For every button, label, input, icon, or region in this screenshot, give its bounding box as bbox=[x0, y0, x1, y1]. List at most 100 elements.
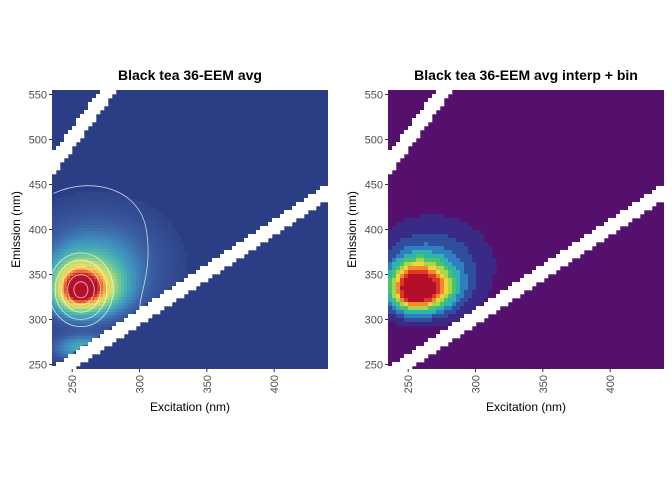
scatter-band-cell bbox=[648, 198, 653, 203]
scatter-band-cell bbox=[580, 246, 585, 251]
heatmap-cell bbox=[127, 291, 131, 295]
heatmap-cell bbox=[70, 222, 74, 226]
scatter-band-cell bbox=[448, 338, 453, 343]
heatmap-cell bbox=[76, 318, 80, 322]
scatter-band-cell bbox=[196, 274, 201, 279]
heatmap-cell bbox=[133, 201, 137, 205]
scatter-band-cell bbox=[428, 350, 433, 355]
heatmap-cell bbox=[444, 246, 449, 251]
heatmap-cell bbox=[166, 237, 170, 241]
heatmap-cell bbox=[148, 267, 152, 271]
heatmap-cell bbox=[432, 262, 437, 267]
scatter-band-cell bbox=[552, 262, 557, 267]
heatmap-cell bbox=[388, 246, 393, 251]
heatmap-cell bbox=[408, 318, 413, 323]
heatmap-cell bbox=[392, 294, 397, 299]
heatmap-cell bbox=[79, 204, 83, 208]
scatter-band-cell bbox=[104, 330, 109, 335]
scatter-band-cell bbox=[432, 110, 437, 115]
heatmap-cell bbox=[109, 282, 113, 286]
heatmap-cell bbox=[163, 219, 167, 223]
heatmap-cell bbox=[424, 294, 429, 299]
heatmap-cell bbox=[452, 246, 457, 251]
heatmap-cell bbox=[436, 238, 441, 243]
heatmap-cell bbox=[112, 207, 116, 211]
scatter-band-cell bbox=[424, 350, 429, 355]
scatter-band-cell bbox=[152, 306, 157, 311]
heatmap-cell bbox=[58, 249, 62, 253]
heatmap-cell bbox=[109, 279, 113, 283]
heatmap-cell bbox=[388, 310, 393, 315]
scatter-band-cell bbox=[80, 122, 85, 127]
heatmap-cell bbox=[142, 279, 146, 283]
heatmap-cell bbox=[154, 288, 158, 292]
heatmap-cell bbox=[85, 318, 89, 322]
heatmap-cell bbox=[184, 261, 188, 265]
scatter-band-cell bbox=[388, 170, 393, 175]
heatmap-cell bbox=[109, 318, 113, 322]
heatmap-cell bbox=[103, 324, 107, 328]
heatmap-cell bbox=[444, 262, 449, 267]
scatter-band-cell bbox=[396, 366, 401, 371]
heatmap-cell bbox=[412, 270, 417, 275]
heatmap-cell bbox=[408, 246, 413, 251]
heatmap-cell bbox=[106, 312, 110, 316]
heatmap-cell bbox=[70, 297, 74, 301]
scatter-band-cell bbox=[96, 106, 101, 111]
heatmap-cell bbox=[115, 201, 119, 205]
heatmap-cell bbox=[82, 267, 86, 271]
heatmap-cell bbox=[444, 314, 449, 319]
heatmap-cell bbox=[61, 240, 65, 244]
scatter-band-cell bbox=[172, 290, 177, 295]
heatmap-cell bbox=[436, 254, 441, 259]
x-tick-label: 300 bbox=[135, 375, 147, 393]
heatmap-cell bbox=[58, 321, 62, 325]
heatmap-cell bbox=[468, 270, 473, 275]
heatmap-cell bbox=[76, 321, 80, 325]
scatter-band-cell bbox=[132, 314, 137, 319]
heatmap-cell bbox=[464, 306, 469, 311]
heatmap-cell bbox=[408, 282, 413, 287]
heatmap-cell bbox=[432, 258, 437, 263]
heatmap-cell bbox=[127, 249, 131, 253]
heatmap-cell bbox=[106, 210, 110, 214]
heatmap-cell bbox=[404, 274, 409, 279]
heatmap-cell bbox=[464, 238, 469, 243]
heatmap-cell bbox=[424, 318, 429, 323]
heatmap-cell bbox=[139, 276, 143, 280]
heatmap-cell bbox=[100, 267, 104, 271]
heatmap-cell bbox=[440, 290, 445, 295]
heatmap-cell bbox=[400, 318, 405, 323]
heatmap-cell bbox=[488, 278, 493, 283]
scatter-band-cell bbox=[392, 150, 397, 155]
scatter-band-cell bbox=[524, 278, 529, 283]
heatmap-cell bbox=[424, 314, 429, 319]
scatter-band-cell bbox=[76, 350, 81, 355]
heatmap-cell bbox=[160, 261, 164, 265]
heatmap-cell bbox=[151, 261, 155, 265]
scatter-band-cell bbox=[204, 274, 209, 279]
heatmap-cell bbox=[82, 282, 86, 286]
scatter-bands bbox=[52, 90, 329, 371]
heatmap-cell bbox=[145, 216, 149, 220]
scatter-band-cell bbox=[568, 250, 573, 255]
heatmap-cell bbox=[412, 230, 417, 235]
heatmap-cell bbox=[88, 225, 92, 229]
heatmap-cell bbox=[440, 310, 445, 315]
heatmap-cell bbox=[121, 315, 125, 319]
scatter-band-cell bbox=[176, 286, 181, 291]
heatmap-cell bbox=[124, 198, 128, 202]
scatter-band-cell bbox=[256, 238, 261, 243]
heatmap-cell bbox=[127, 213, 131, 217]
scatter-band-cell bbox=[416, 134, 421, 139]
heatmap-cell bbox=[169, 249, 173, 253]
heatmap-cell bbox=[444, 250, 449, 255]
heatmap-cell bbox=[436, 226, 441, 231]
heatmap-cell bbox=[103, 291, 107, 295]
heatmap-cell bbox=[52, 318, 56, 322]
heatmap-cell bbox=[154, 234, 158, 238]
scatter-band-cell bbox=[320, 198, 325, 203]
scatter-band-cell bbox=[444, 334, 449, 339]
scatter-band-cell bbox=[72, 126, 77, 131]
scatter-band-cell bbox=[52, 366, 57, 371]
